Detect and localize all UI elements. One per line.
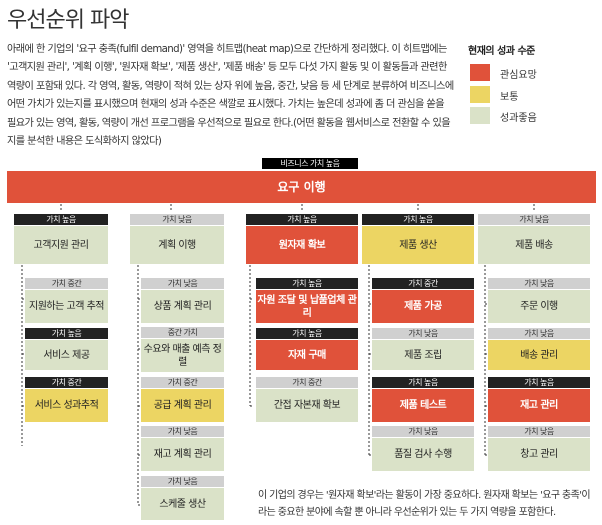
- connector-col1: [21, 265, 25, 446]
- col5-child4-node: 창고 관리: [488, 438, 590, 471]
- col4-child3-node: 제품 테스트: [372, 389, 474, 422]
- legend-label-attention: 관심요망: [500, 70, 537, 81]
- col1-child3-node: 서비스 성과추적: [25, 389, 108, 422]
- col3-value-tag: 가치 높음: [246, 214, 358, 225]
- col5-child1-tag: 가치 낮음: [488, 278, 590, 289]
- col1-child1-tag: 가치 중간: [25, 278, 108, 289]
- col2-child5-tag: 가치 낮음: [141, 476, 224, 487]
- col2-child2-node: 수요와 매출 예측 정렬: [141, 339, 224, 372]
- col5-activity-node: 제품 배송: [478, 226, 590, 264]
- root-node-fulfil-demand: 요구 이행: [7, 171, 596, 203]
- col1-child2-tag: 가치 높음: [25, 328, 108, 339]
- connector-col4: [368, 265, 372, 456]
- col3-child3-node: 간접 자본재 확보: [256, 389, 358, 422]
- connector-col5: [484, 265, 488, 456]
- col3-child2-node: 자재 구매: [256, 340, 358, 370]
- col4-child4-node: 품질 검사 수행: [372, 438, 474, 471]
- connector-col3: [249, 265, 253, 407]
- col1-child1-node: 지원하는 고객 추적: [25, 290, 108, 323]
- col4-child1-tag: 가치 중간: [372, 278, 474, 289]
- legend-title: 현재의 성과 수준: [468, 46, 535, 57]
- col5-child3-node: 재고 관리: [488, 389, 590, 422]
- col2-value-tag: 가치 낮음: [130, 214, 224, 225]
- col2-child2-tag: 중간 가치: [141, 327, 224, 338]
- col2-activity-node: 계획 이행: [130, 226, 224, 264]
- root-value-tag: 비즈니스 가치 높음: [262, 158, 358, 169]
- col3-child2-tag: 가치 높음: [256, 328, 358, 339]
- col1-value-tag: 가치 높음: [14, 214, 108, 225]
- col2-child4-node: 재고 계획 관리: [141, 438, 224, 471]
- col5-child4-tag: 가치 낮음: [488, 426, 590, 437]
- col3-child3-tag: 가치 중간: [256, 377, 358, 388]
- legend-label-good: 성과좋음: [500, 113, 537, 124]
- col4-child3-tag: 가치 높음: [372, 377, 474, 388]
- col2-child1-node: 상품 계획 관리: [141, 290, 224, 323]
- legend-label-normal: 보통: [500, 92, 519, 103]
- page-title: 우선순위 파악: [7, 8, 129, 33]
- col5-child2-node: 배송 관리: [488, 340, 590, 370]
- col4-child2-node: 제품 조립: [372, 340, 474, 370]
- col3-child1-tag: 가치 높음: [256, 278, 358, 289]
- legend-swatch-red: [470, 64, 490, 81]
- col4-child4-tag: 가치 낮음: [372, 426, 474, 437]
- col1-child3-tag: 가치 중간: [25, 377, 108, 388]
- legend-swatch-green: [470, 107, 490, 124]
- connector-root-columns: [60, 204, 535, 212]
- connector-col2: [137, 265, 141, 506]
- col4-child1-node: 제품 가공: [372, 290, 474, 323]
- col4-value-tag: 가치 높음: [362, 214, 474, 225]
- col5-child3-tag: 가치 높음: [488, 377, 590, 388]
- col1-activity-node: 고객지원 관리: [14, 226, 108, 264]
- col4-activity-node: 제품 생산: [362, 226, 474, 264]
- col2-child4-tag: 가치 낮음: [141, 426, 224, 437]
- col4-child2-tag: 가치 낮음: [372, 328, 474, 339]
- col1-child2-node: 서비스 제공: [25, 340, 108, 370]
- col2-child3-tag: 가치 중간: [141, 377, 224, 388]
- intro-text: 아래에 한 기업의 '요구 충족(fulfil demand)' 영역을 히트맵…: [7, 44, 454, 148]
- legend-swatch-yellow: [470, 86, 490, 103]
- col5-child2-tag: 가치 낮음: [488, 328, 590, 339]
- col2-child5-node: 스케줄 생산: [141, 488, 224, 520]
- col5-value-tag: 가치 낮음: [478, 214, 590, 225]
- col3-child1-node: 자원 조달 및 납품업체 관리: [256, 290, 358, 323]
- col2-child1-tag: 가치 낮음: [141, 278, 224, 289]
- col3-activity-node: 원자재 확보: [246, 226, 358, 264]
- footnote: 이 기업의 경우는 '원자재 확보'라는 활동이 가장 중요하다. 원자재 확보…: [258, 490, 591, 518]
- col2-child3-node: 공급 계획 관리: [141, 389, 224, 422]
- col5-child1-node: 주문 이행: [488, 290, 590, 323]
